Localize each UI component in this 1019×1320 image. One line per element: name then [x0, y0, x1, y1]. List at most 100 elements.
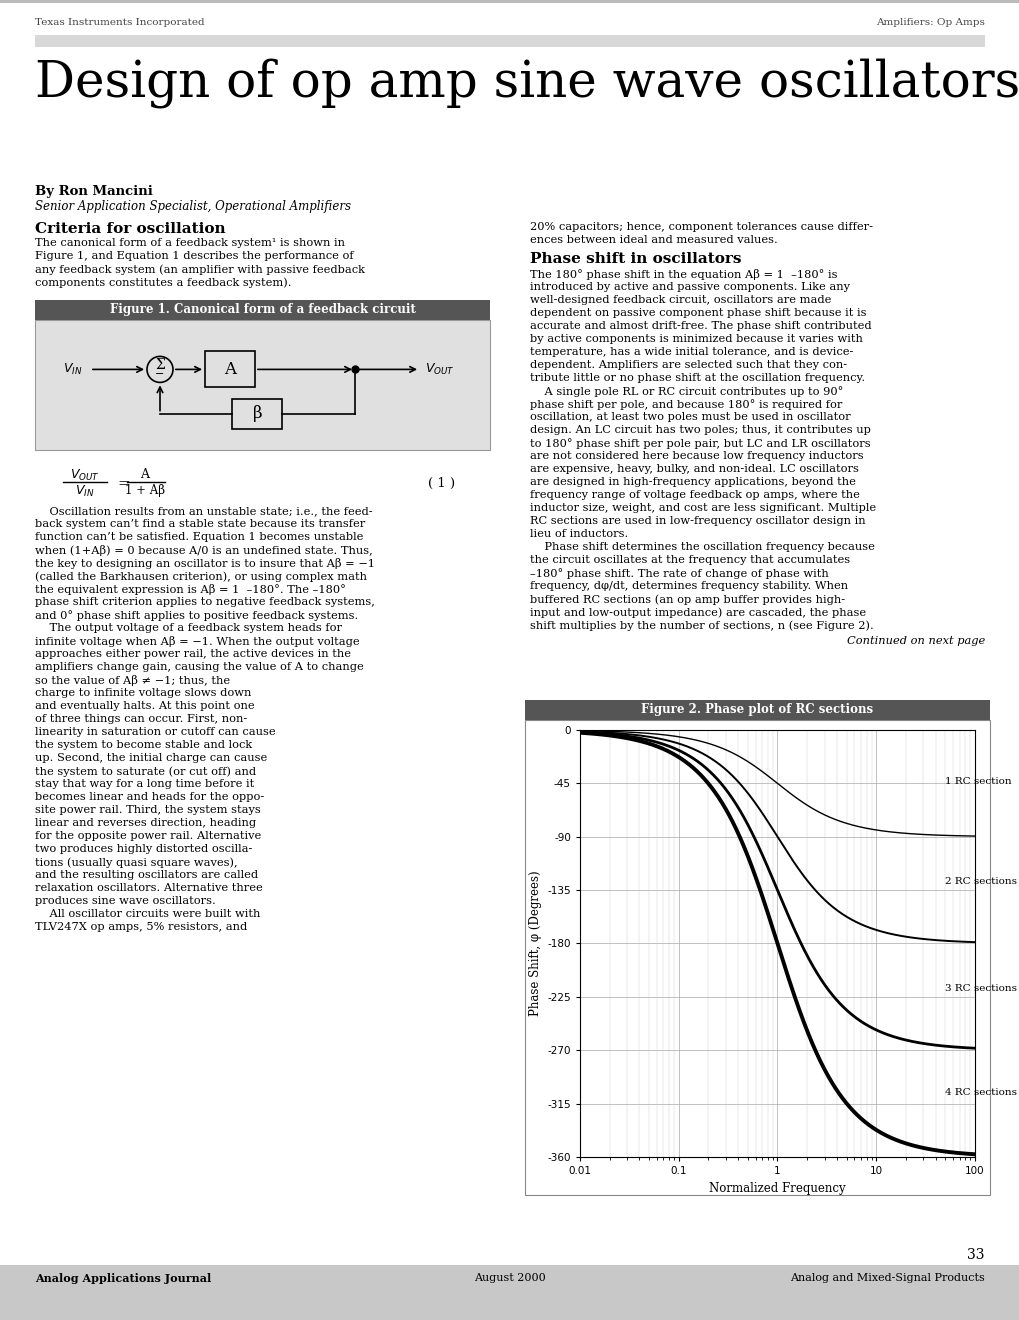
Text: TLV247X op amps, 5% resistors, and: TLV247X op amps, 5% resistors, and [35, 921, 247, 932]
Text: the key to designing an oscillator is to insure that Aβ = −1: the key to designing an oscillator is to… [35, 558, 375, 569]
Text: linear and reverses direction, heading: linear and reverses direction, heading [35, 818, 256, 828]
Bar [525, 700, 989, 719]
Text: $V_{IN}$: $V_{IN}$ [75, 484, 95, 499]
Text: 33: 33 [967, 1247, 984, 1262]
Text: Analog Applications Journal: Analog Applications Journal [35, 1272, 211, 1284]
Text: Oscillation results from an unstable state; i.e., the feed-: Oscillation results from an unstable sta… [35, 506, 372, 516]
Text: infinite voltage when Aβ = −1. When the output voltage: infinite voltage when Aβ = −1. When the … [35, 636, 360, 647]
Bar [232, 399, 282, 429]
Text: 1 + Aβ: 1 + Aβ [124, 484, 165, 498]
Text: so the value of Aβ ≠ −1; thus, the: so the value of Aβ ≠ −1; thus, the [35, 675, 230, 686]
Text: amplifiers change gain, causing the value of A to change: amplifiers change gain, causing the valu… [35, 663, 364, 672]
Text: to 180° phase shift per pole pair, but LC and LR oscillators: to 180° phase shift per pole pair, but L… [530, 438, 870, 449]
Text: of three things can occur. First, non-: of three things can occur. First, non- [35, 714, 247, 723]
Bar [35, 319, 489, 450]
Text: up. Second, the initial charge can cause: up. Second, the initial charge can cause [35, 752, 267, 763]
Text: Figure 1, and Equation 1 describes the performance of: Figure 1, and Equation 1 describes the p… [35, 251, 354, 261]
Text: site power rail. Third, the system stays: site power rail. Third, the system stays [35, 805, 261, 814]
Text: oscillation, at least two poles must be used in oscillator: oscillation, at least two poles must be … [530, 412, 850, 422]
Text: A: A [141, 469, 150, 480]
Y-axis label: Phase Shift, φ (Degrees): Phase Shift, φ (Degrees) [528, 871, 541, 1016]
Text: tribute little or no phase shift at the oscillation frequency.: tribute little or no phase shift at the … [530, 374, 864, 383]
Text: By Ron Mancini: By Ron Mancini [35, 185, 153, 198]
Text: $V_{OUT}$: $V_{OUT}$ [70, 469, 100, 483]
Text: the system to saturate (or cut off) and: the system to saturate (or cut off) and [35, 766, 256, 776]
Text: by active components is minimized because it varies with: by active components is minimized becaus… [530, 334, 862, 345]
Text: are not considered here because low frequency inductors: are not considered here because low freq… [530, 451, 863, 461]
Text: relaxation oscillators. Alternative three: relaxation oscillators. Alternative thre… [35, 883, 263, 894]
Text: and the resulting oscillators are called: and the resulting oscillators are called [35, 870, 258, 880]
Text: Phase shift determines the oscillation frequency because: Phase shift determines the oscillation f… [530, 543, 874, 552]
Text: =: = [117, 477, 129, 491]
Text: –180° phase shift. The rate of change of phase with: –180° phase shift. The rate of change of… [530, 568, 828, 579]
Bar [0, 0, 1019, 3]
Text: frequency, dφ/dt, determines frequency stability. When: frequency, dφ/dt, determines frequency s… [530, 581, 847, 591]
Text: linearity in saturation or cutoff can cause: linearity in saturation or cutoff can ca… [35, 727, 275, 737]
Text: when (1+Aβ) = 0 because A/0 is an undefined state. Thus,: when (1+Aβ) = 0 because A/0 is an undefi… [35, 545, 372, 556]
Text: becomes linear and heads for the oppo-: becomes linear and heads for the oppo- [35, 792, 264, 803]
Text: produces sine wave oscillators.: produces sine wave oscillators. [35, 896, 216, 906]
Text: approaches either power rail, the active devices in the: approaches either power rail, the active… [35, 649, 351, 659]
Text: buffered RC sections (an op amp buffer provides high-: buffered RC sections (an op amp buffer p… [530, 594, 845, 605]
Text: $V_{IN}$: $V_{IN}$ [62, 362, 82, 378]
Text: Amplifiers: Op Amps: Amplifiers: Op Amps [875, 18, 984, 26]
Text: dependent. Amplifiers are selected such that they con-: dependent. Amplifiers are selected such … [530, 360, 847, 370]
Text: 20% capacitors; hence, component tolerances cause differ-: 20% capacitors; hence, component toleran… [530, 222, 872, 232]
Text: the system to become stable and lock: the system to become stable and lock [35, 741, 252, 750]
Text: are expensive, heavy, bulky, and non-ideal. LC oscillators: are expensive, heavy, bulky, and non-ide… [530, 465, 858, 474]
Text: Continued on next page: Continued on next page [846, 636, 984, 645]
Text: function can’t be satisfied. Equation 1 becomes unstable: function can’t be satisfied. Equation 1 … [35, 532, 363, 543]
Bar [525, 719, 989, 1195]
Text: Design of op amp sine wave oscillators: Design of op amp sine wave oscillators [35, 58, 1019, 108]
Text: dependent on passive component phase shift because it is: dependent on passive component phase shi… [530, 308, 866, 318]
Text: introduced by active and passive components. Like any: introduced by active and passive compone… [530, 282, 849, 292]
Text: A single pole RL or RC circuit contributes up to 90°: A single pole RL or RC circuit contribut… [530, 385, 843, 397]
Text: RC sections are used in low-frequency oscillator design in: RC sections are used in low-frequency os… [530, 516, 865, 525]
X-axis label: Normalized Frequency: Normalized Frequency [708, 1181, 845, 1195]
Text: All oscillator circuits were built with: All oscillator circuits were built with [35, 909, 260, 919]
Text: August 2000: August 2000 [474, 1272, 545, 1283]
Text: $V_{OUT}$: $V_{OUT}$ [425, 362, 454, 378]
Text: −: − [155, 370, 164, 379]
Text: Phase shift in oscillators: Phase shift in oscillators [530, 252, 741, 267]
Text: β: β [253, 405, 262, 422]
Text: stay that way for a long time before it: stay that way for a long time before it [35, 779, 254, 789]
Text: tions (usually quasi square waves),: tions (usually quasi square waves), [35, 857, 237, 867]
Text: the equivalent expression is Aβ = 1  –180°. The –180°: the equivalent expression is Aβ = 1 –180… [35, 583, 345, 595]
Text: The output voltage of a feedback system heads for: The output voltage of a feedback system … [35, 623, 341, 634]
Text: the circuit oscillates at the frequency that accumulates: the circuit oscillates at the frequency … [530, 554, 849, 565]
Text: ( 1 ): ( 1 ) [427, 477, 454, 490]
Text: Figure 1. Canonical form of a feedback circuit: Figure 1. Canonical form of a feedback c… [109, 304, 415, 315]
Bar [205, 351, 255, 387]
Text: back system can’t find a stable state because its transfer: back system can’t find a stable state be… [35, 519, 365, 529]
Text: ences between ideal and measured values.: ences between ideal and measured values. [530, 235, 777, 246]
Text: phase shift criterion applies to negative feedback systems,: phase shift criterion applies to negativ… [35, 597, 375, 607]
Text: 2 RC sections: 2 RC sections [945, 878, 1016, 886]
Text: The canonical form of a feedback system¹ is shown in: The canonical form of a feedback system¹… [35, 238, 344, 248]
Text: inductor size, weight, and cost are less significant. Multiple: inductor size, weight, and cost are less… [530, 503, 875, 513]
Text: design. An LC circuit has two poles; thus, it contributes up: design. An LC circuit has two poles; thu… [530, 425, 870, 436]
Text: any feedback system (an amplifier with passive feedback: any feedback system (an amplifier with p… [35, 264, 365, 275]
Text: Figure 2. Phase plot of RC sections: Figure 2. Phase plot of RC sections [641, 704, 872, 715]
Text: charge to infinite voltage slows down: charge to infinite voltage slows down [35, 688, 251, 698]
Text: (called the Barkhausen criterion), or using complex math: (called the Barkhausen criterion), or us… [35, 572, 367, 582]
Text: 4 RC sections: 4 RC sections [945, 1089, 1016, 1097]
Text: Σ: Σ [155, 359, 165, 372]
Text: shift multiplies by the number of sections, n (see Figure 2).: shift multiplies by the number of sectio… [530, 620, 873, 631]
Text: for the opposite power rail. Alternative: for the opposite power rail. Alternative [35, 832, 261, 841]
Text: Senior Application Specialist, Operational Amplifiers: Senior Application Specialist, Operation… [35, 201, 351, 213]
Text: frequency range of voltage feedback op amps, where the: frequency range of voltage feedback op a… [530, 490, 859, 500]
Text: 3 RC sections: 3 RC sections [945, 985, 1016, 993]
Text: two produces highly distorted oscilla-: two produces highly distorted oscilla- [35, 843, 252, 854]
Text: Texas Instruments Incorporated: Texas Instruments Incorporated [35, 18, 205, 26]
Text: A: A [224, 360, 235, 378]
Text: Criteria for oscillation: Criteria for oscillation [35, 222, 225, 236]
Text: well-designed feedback circuit, oscillators are made: well-designed feedback circuit, oscillat… [530, 294, 830, 305]
Bar [0, 1265, 1019, 1320]
Text: accurate and almost drift-free. The phase shift contributed: accurate and almost drift-free. The phas… [530, 321, 871, 331]
Text: and 0° phase shift applies to positive feedback systems.: and 0° phase shift applies to positive f… [35, 610, 358, 620]
Text: input and low-output impedance) are cascaded, the phase: input and low-output impedance) are casc… [530, 607, 865, 618]
Text: components constitutes a feedback system).: components constitutes a feedback system… [35, 277, 291, 288]
Bar [35, 300, 489, 319]
Text: Analog and Mixed-Signal Products: Analog and Mixed-Signal Products [790, 1272, 984, 1283]
